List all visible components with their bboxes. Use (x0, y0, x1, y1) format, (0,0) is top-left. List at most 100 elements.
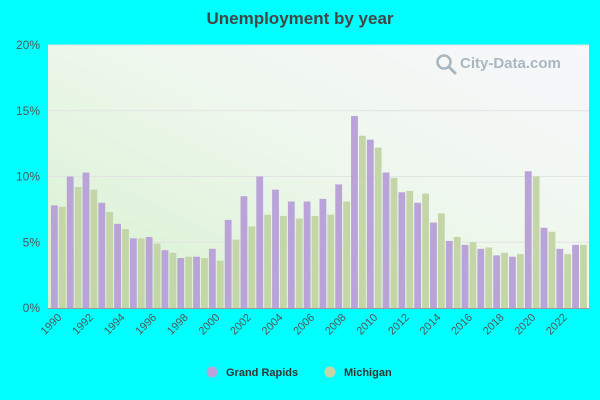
bar-michigan-1996[interactable] (153, 243, 161, 308)
bar-michigan-2021[interactable] (548, 231, 556, 308)
bar-grand-rapids-2017[interactable] (477, 248, 485, 308)
x-axis-ticks: 1990 1992 1994 1996 1998 2000 2002 2004 2006 2008… (39, 312, 570, 338)
bar-michigan-1991[interactable] (74, 187, 82, 308)
bar-michigan-2012[interactable] (406, 190, 414, 308)
bar-grand-rapids-2002[interactable] (240, 196, 248, 308)
x-tick-label: 1990 (39, 312, 65, 338)
bar-michigan-2019[interactable] (516, 254, 524, 308)
watermark: City-Data.com (436, 54, 561, 75)
bar-grand-rapids-1995[interactable] (129, 238, 137, 308)
bar-michigan-1995[interactable] (137, 238, 145, 308)
legend-item-grand-rapids[interactable]: Grand Rapids (206, 366, 299, 380)
bar-grand-rapids-1991[interactable] (66, 176, 74, 309)
bar-grand-rapids-2011[interactable] (382, 172, 390, 308)
bar-grand-rapids-2016[interactable] (461, 244, 469, 308)
bar-michigan-1999[interactable] (201, 258, 208, 308)
bar-grand-rapids-2020[interactable] (524, 171, 532, 308)
x-tick-label: 2010 (355, 312, 381, 338)
bar-michigan-2015[interactable] (453, 236, 461, 308)
bar-michigan-2010[interactable] (374, 147, 382, 308)
x-tick-label: 1996 (133, 312, 159, 338)
legend: Grand Rapids Michigan (206, 366, 392, 380)
bar-michigan-2008[interactable] (343, 201, 350, 308)
bar-michigan-2016[interactable] (469, 242, 477, 308)
bar-michigan-2000[interactable] (216, 260, 224, 308)
bar-michigan-1992[interactable] (90, 189, 98, 308)
bar-michigan-2004[interactable] (280, 215, 287, 308)
y-tick-label: 0% (23, 301, 41, 315)
bar-michigan-2003[interactable] (264, 214, 272, 308)
y-axis-ticks: 0% 5% 10% 15% 20% (16, 38, 40, 315)
bar-grand-rapids-2010[interactable] (366, 139, 374, 308)
bar-grand-rapids-2021[interactable] (540, 227, 548, 308)
bar-michigan-2023[interactable] (580, 244, 587, 308)
watermark-text: City-Data.com (460, 55, 561, 72)
x-tick-label: 2020 (512, 312, 538, 338)
bar-grand-rapids-2003[interactable] (256, 176, 264, 309)
x-tick-label: 2000 (197, 312, 223, 338)
bar-michigan-2007[interactable] (327, 214, 335, 308)
x-tick-label: 2012 (386, 312, 412, 338)
bar-grand-rapids-2000[interactable] (208, 248, 216, 308)
bar-grand-rapids-1992[interactable] (82, 172, 90, 308)
bar-michigan-1990[interactable] (58, 206, 66, 308)
bar-grand-rapids-2015[interactable] (445, 240, 453, 308)
x-tick-label: 1994 (102, 312, 128, 338)
bar-grand-rapids-2004[interactable] (272, 189, 279, 308)
bar-grand-rapids-2001[interactable] (224, 219, 232, 308)
x-tick-label: 1992 (70, 312, 96, 338)
bar-michigan-2002[interactable] (248, 226, 256, 308)
bar-grand-rapids-1994[interactable] (114, 223, 121, 308)
bars (51, 116, 587, 308)
bar-grand-rapids-1998[interactable] (177, 258, 185, 308)
bar-michigan-2009[interactable] (358, 135, 366, 308)
bar-michigan-1994[interactable] (122, 229, 129, 308)
bar-grand-rapids-2018[interactable] (493, 255, 501, 308)
bar-grand-rapids-1997[interactable] (161, 250, 169, 308)
x-tick-label: 2018 (481, 312, 507, 338)
y-tick-label: 15% (16, 104, 40, 118)
bar-michigan-2020[interactable] (532, 176, 540, 309)
bar-grand-rapids-2009[interactable] (351, 116, 358, 308)
bar-grand-rapids-1993[interactable] (98, 202, 106, 308)
x-tick-label: 2014 (418, 312, 444, 338)
bar-grand-rapids-2005[interactable] (287, 201, 295, 308)
x-tick-label: 2004 (260, 312, 286, 338)
bar-grand-rapids-2014[interactable] (430, 222, 437, 308)
y-tick-label: 20% (16, 38, 40, 52)
x-tick-label: 2006 (291, 312, 317, 338)
bar-grand-rapids-2022[interactable] (556, 248, 564, 308)
bar-grand-rapids-2012[interactable] (398, 192, 406, 308)
bar-grand-rapids-1990[interactable] (51, 205, 58, 308)
bar-michigan-2011[interactable] (390, 177, 398, 308)
bar-michigan-2017[interactable] (485, 247, 493, 308)
bar-grand-rapids-2023[interactable] (572, 244, 580, 308)
bar-michigan-2018[interactable] (501, 252, 508, 308)
bar-michigan-2014[interactable] (437, 213, 445, 308)
bar-michigan-1998[interactable] (185, 256, 193, 308)
x-tick-label: 2016 (449, 312, 475, 338)
bar-grand-rapids-2006[interactable] (303, 201, 311, 308)
bar-grand-rapids-2019[interactable] (509, 256, 516, 308)
bar-michigan-2005[interactable] (295, 218, 303, 308)
bar-grand-rapids-2008[interactable] (335, 184, 343, 308)
bar-michigan-2006[interactable] (311, 215, 319, 308)
y-tick-label: 5% (23, 235, 41, 249)
bar-michigan-1993[interactable] (106, 212, 114, 308)
legend-label-michigan: Michigan (344, 367, 392, 379)
y-tick-label: 10% (16, 170, 40, 184)
bar-grand-rapids-2007[interactable] (319, 198, 327, 308)
bar-michigan-2022[interactable] (564, 254, 572, 308)
x-tick-label: 2008 (323, 312, 349, 338)
chart-title: Unemployment by year (206, 9, 393, 28)
bar-grand-rapids-1996[interactable] (145, 236, 153, 308)
bar-michigan-2013[interactable] (422, 193, 429, 308)
bar-michigan-1997[interactable] (169, 252, 177, 308)
x-tick-label: 2022 (544, 312, 570, 338)
legend-label-grand-rapids: Grand Rapids (226, 367, 298, 379)
bar-michigan-2001[interactable] (232, 239, 240, 308)
bar-grand-rapids-2013[interactable] (414, 202, 422, 308)
legend-item-michigan[interactable]: Michigan (324, 366, 392, 380)
bar-grand-rapids-1999[interactable] (193, 256, 200, 308)
